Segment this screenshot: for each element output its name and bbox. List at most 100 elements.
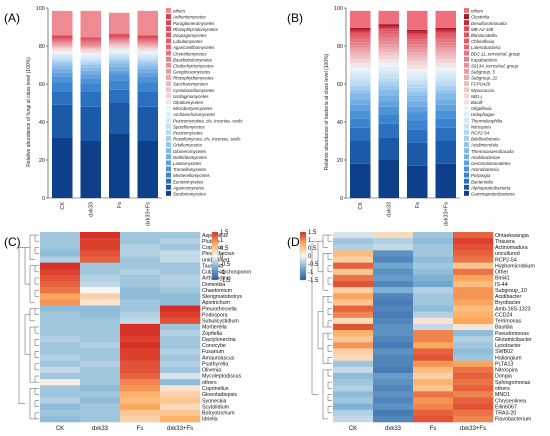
heatmap-cell-15-3 — [453, 323, 494, 331]
heatmap-cell-28-2 — [120, 403, 161, 411]
panel-b: (B) Relative abundance of bacteria at cl… — [287, 6, 521, 226]
dendrogram-branch — [29, 265, 35, 303]
legend-swatch — [464, 26, 469, 32]
bar-segment-11-2 — [108, 55, 130, 58]
heatmap-cell-5-3 — [160, 262, 201, 270]
legend-label: Geoglossomycetes — [173, 70, 211, 75]
heatmap-cell-22-3 — [453, 366, 494, 374]
heatmap-cell-20-3 — [453, 354, 494, 362]
bar-segment-10-3 — [137, 59, 159, 62]
dendrogram-branch — [327, 234, 332, 242]
bar-segment-30-3 — [435, 10, 457, 28]
heatmap-row-label: Mycoleptodiscus — [202, 374, 242, 380]
legend-swatch — [464, 99, 469, 105]
heatmap-cell-19-2 — [120, 348, 161, 355]
bar-segment-24-1 — [80, 42, 102, 44]
legend-swatch — [464, 111, 469, 117]
legend-label: Myxococcia — [471, 88, 494, 93]
dendrogram-branch — [34, 326, 39, 334]
heatmap-cell-29-3 — [453, 409, 494, 417]
heatmap-row-label: Dactylonectria — [202, 337, 236, 343]
panel-b-legend: othersClostridiaDesulfuromonadiaMB-A2-10… — [464, 8, 521, 196]
heatmap-row-label: Glutamicibacter — [495, 337, 532, 343]
legend-swatch — [166, 172, 171, 178]
dendrogram-branch — [327, 357, 332, 365]
panel-c: (C) AspergillusPluteusCoprinusPleurothec… — [4, 230, 251, 432]
bar-segment-28-3 — [435, 29, 457, 32]
heatmap-cell-26-3 — [453, 391, 494, 398]
heatmap-row-label: Acidibacter — [495, 294, 521, 300]
bar-segment-12-2 — [406, 76, 428, 81]
bar-segment-16-2 — [406, 61, 428, 65]
heatmap-cell-3-0 — [333, 250, 374, 257]
heatmap-cell-26-2 — [413, 391, 454, 398]
bar-segment-14-2 — [406, 68, 428, 73]
heatmap-cell-0-1 — [373, 232, 414, 239]
bar-segment-15-1 — [80, 51, 102, 54]
bar-segment-20-3 — [435, 47, 457, 51]
heatmap-cell-28-2 — [413, 403, 454, 411]
heatmap-cell-3-1 — [80, 250, 121, 257]
heatmap-cell-17-0 — [333, 336, 374, 343]
heatmap-cell-27-2 — [120, 397, 161, 404]
legend-swatch — [464, 62, 469, 68]
legend-swatch — [166, 154, 171, 160]
legend-label: Subgroup_22 — [471, 76, 498, 81]
heatmap-cell-1-1 — [373, 238, 414, 245]
heatmap-cell-28-0 — [40, 403, 81, 411]
heatmap-row-label: Botryotrichum — [202, 411, 235, 417]
bar-segment-23-2 — [406, 41, 428, 45]
bar-segment-23-3 — [137, 41, 159, 43]
legend-label: Acidobacteriae — [470, 155, 501, 160]
bar-segment-0-3 — [435, 163, 457, 198]
legend-label: Basidiobolomycetes — [173, 57, 213, 62]
legend-swatch — [166, 136, 171, 141]
heatmap-cell-23-2 — [413, 372, 454, 380]
bar-segment-4-2 — [406, 112, 428, 121]
heatmap-cell-4-2 — [413, 256, 454, 263]
heatmap-row-label: Pseudomonas — [495, 331, 529, 337]
bar-segment-4-0 — [51, 76, 73, 83]
legend-swatch — [166, 129, 171, 135]
legend-label: Gammaproteobacteria — [471, 191, 515, 196]
heatmap-cell-13-1 — [80, 311, 121, 319]
heatmap-cell-14-3 — [160, 317, 201, 325]
heatmap-row-label: Cutaneotrichosporon — [202, 270, 251, 276]
heatmap-cell-29-1 — [373, 409, 414, 417]
heatmap-cell-29-0 — [333, 409, 374, 417]
legend-label: others — [471, 9, 484, 14]
heatmap-row-label: uncultured — [495, 251, 520, 257]
heatmap-cell-6-1 — [80, 268, 121, 276]
bar-segment-8-0 — [349, 89, 371, 94]
heatmap-cell-5-3 — [453, 262, 494, 270]
legend-swatch — [464, 14, 469, 19]
dendrogram-branch — [327, 253, 332, 260]
bar-segment-22-1 — [80, 44, 102, 46]
heatmap-cell-7-1 — [373, 274, 414, 282]
bar-segment-20-0 — [51, 44, 73, 46]
bar-segment-12-1 — [378, 70, 400, 75]
heatmap-cell-24-0 — [333, 379, 374, 386]
heatmap-cell-22-2 — [120, 366, 161, 374]
panel-a-bar-chart: 0 20 40 60 80 100 CK dxk33 Fs dxk33+Fs — [36, 6, 162, 226]
dendrogram-branch — [327, 394, 332, 401]
heatmap-cell-7-2 — [413, 274, 454, 282]
heatmap-cell-7-1 — [80, 274, 121, 282]
legend-swatch — [464, 172, 469, 178]
heatmap-cell-12-0 — [333, 305, 374, 312]
heatmap-cell-12-3 — [453, 305, 494, 312]
colorbar-tick-label: 0 — [220, 254, 224, 260]
heatmap-cell-15-0 — [40, 323, 81, 331]
legend-label: Pezizomycetes — [173, 131, 203, 136]
bar-segment-22-0 — [51, 42, 73, 44]
bar-segment-25-1 — [80, 41, 102, 43]
heatmap-cell-19-3 — [160, 348, 201, 355]
heatmap-cell-24-3 — [453, 379, 494, 386]
heatmap-column-label: dxk33+Fs — [460, 426, 486, 432]
dendrogram-branch — [34, 339, 39, 346]
heatmap-cell-16-0 — [40, 330, 81, 337]
legend-swatch — [166, 93, 171, 99]
bar-segment-28-1 — [80, 38, 102, 40]
dendrogram-branch — [34, 351, 39, 358]
dendrogram-branch — [317, 240, 323, 273]
